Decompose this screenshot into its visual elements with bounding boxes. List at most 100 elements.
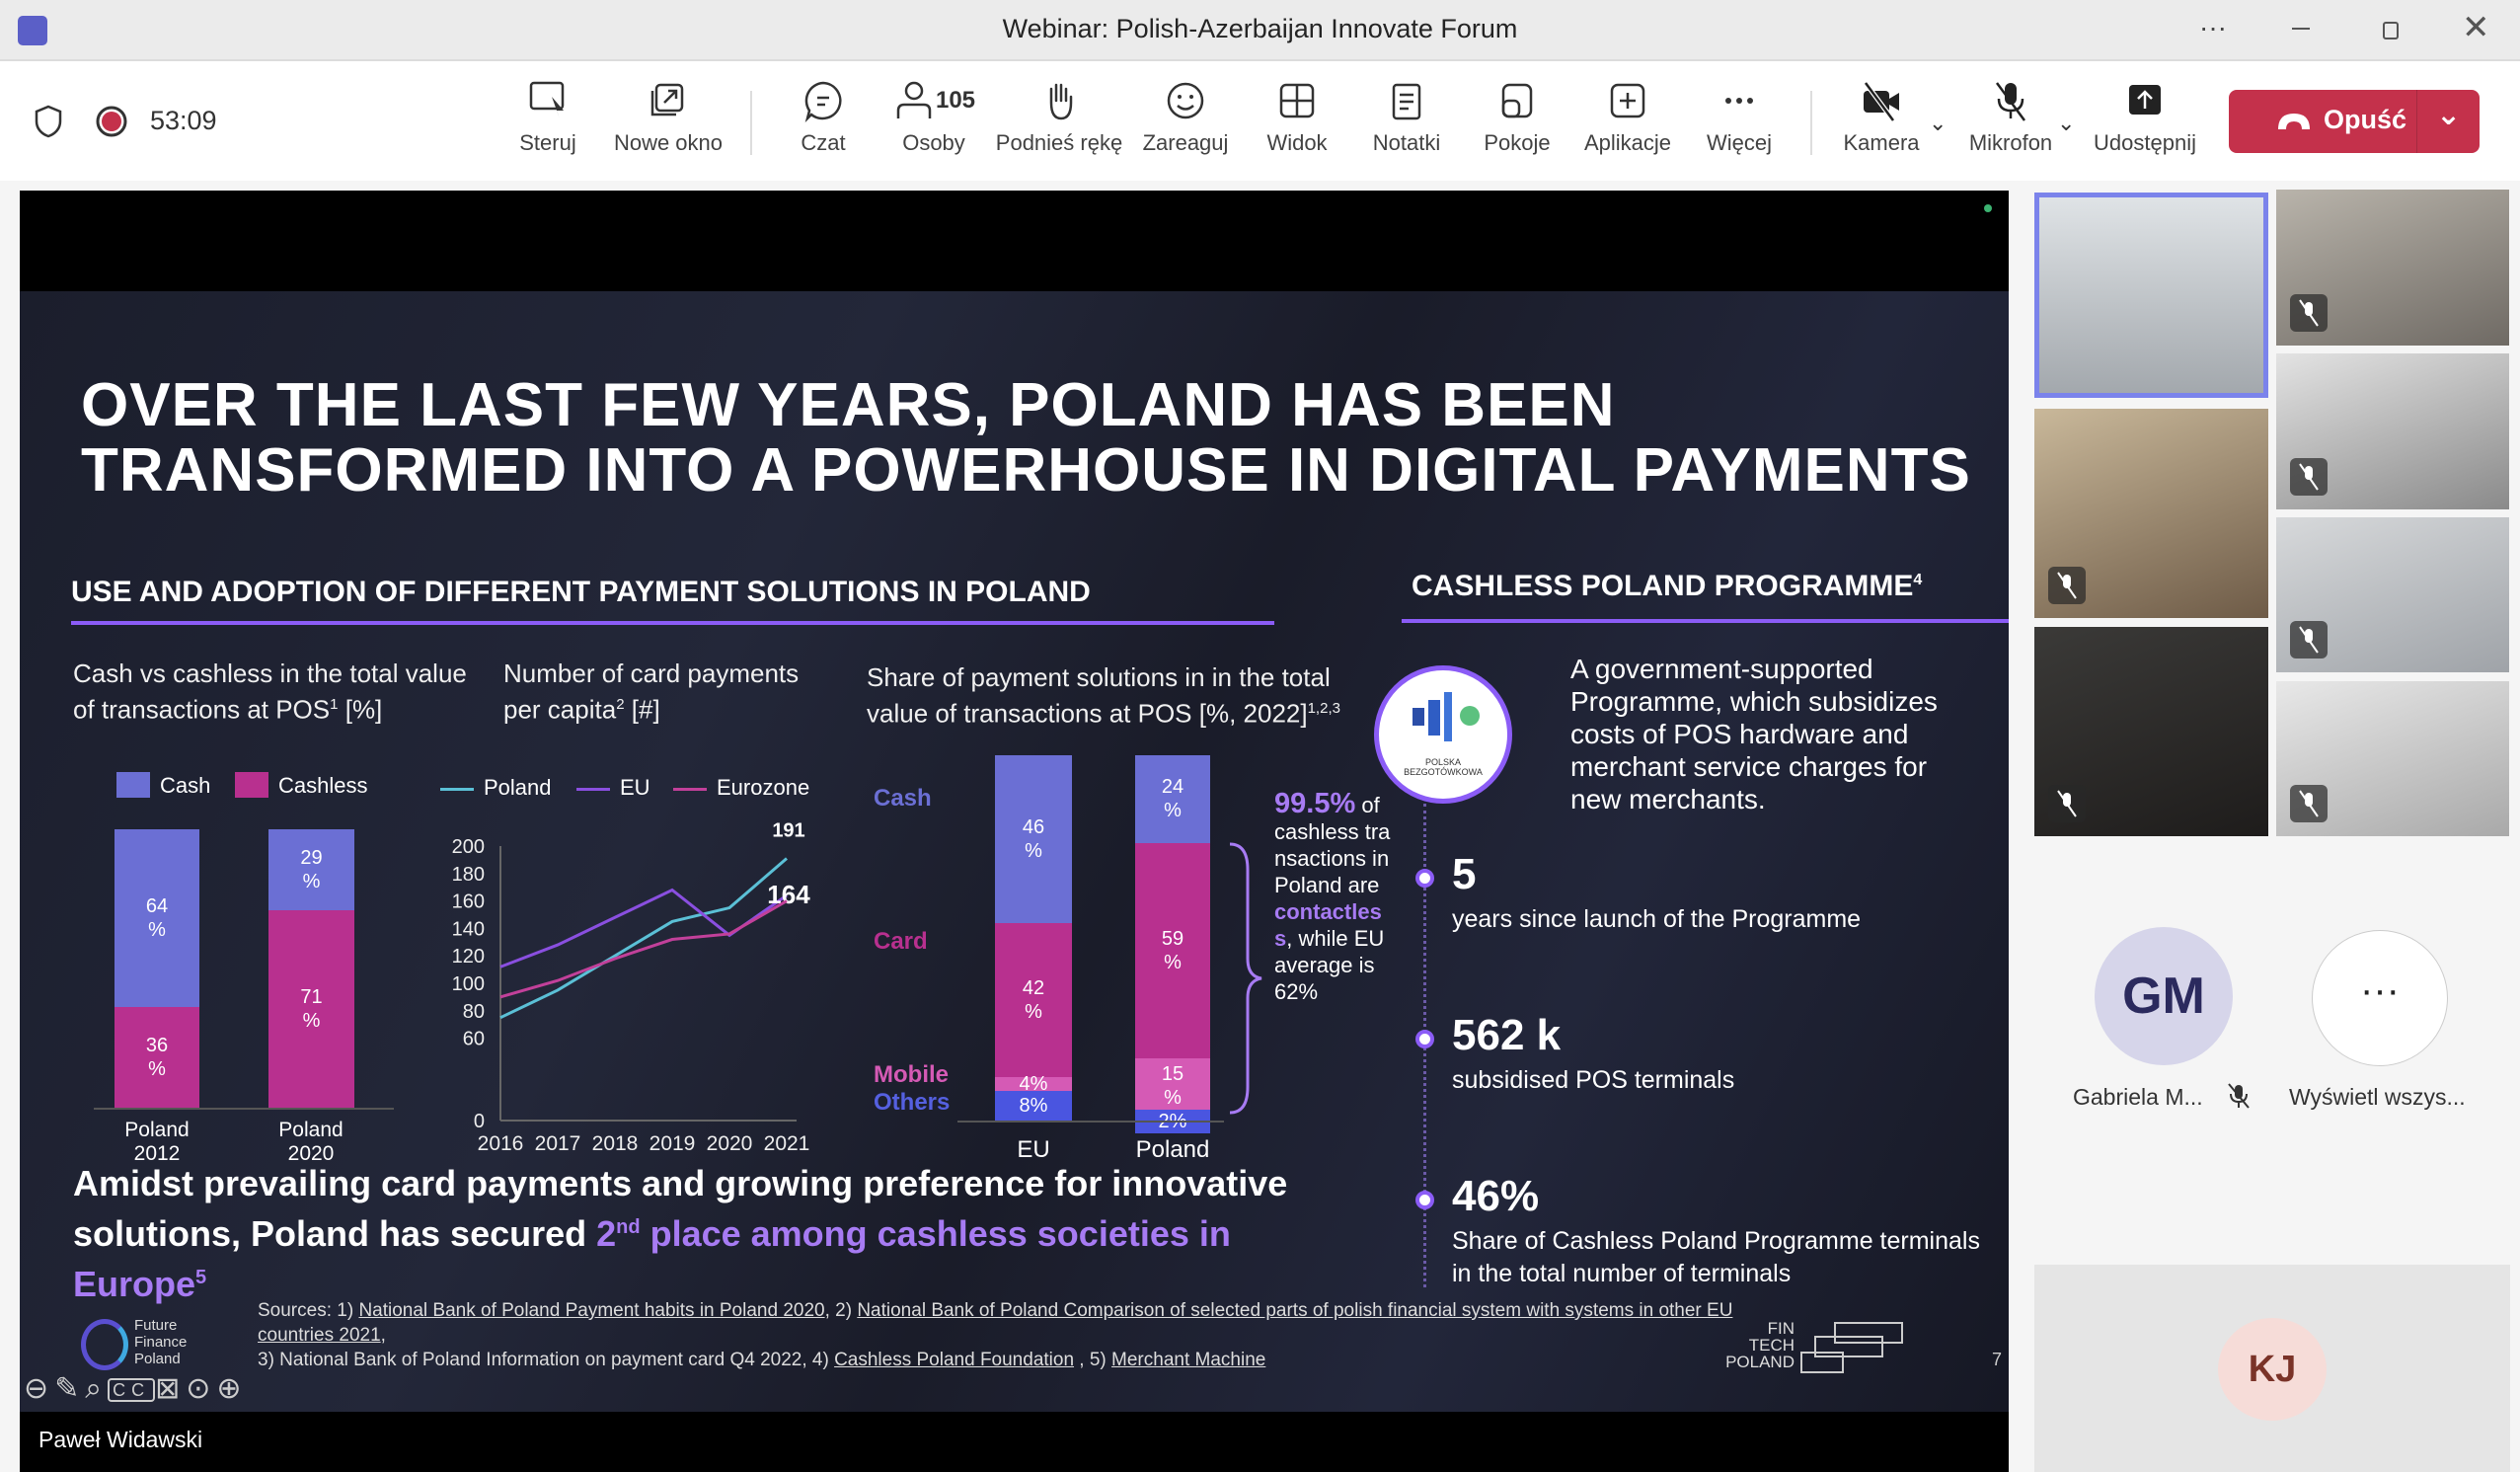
previous-slide-icon[interactable]: ⊖ — [24, 1372, 55, 1405]
participant-name-gm: Gabriela M... — [2073, 1084, 2203, 1110]
chart2-x-tick-label: 2019 — [649, 1132, 696, 1155]
chart3-baseline — [957, 1121, 1224, 1123]
video-tile[interactable] — [2276, 517, 2509, 672]
bar-segment-cashless-0 — [115, 1007, 199, 1108]
teams-logo-icon — [18, 16, 47, 45]
bar-segment-cash-1 — [1135, 755, 1210, 843]
pen-icon[interactable]: ✎ — [54, 1372, 86, 1405]
close-icon[interactable]: ✕ — [2462, 9, 2490, 46]
grid-icon — [1279, 83, 1315, 118]
chart2-y-tick-label: 160 — [452, 891, 485, 913]
leave-options-chevron-icon[interactable]: ⌄ — [2436, 99, 2462, 131]
conclusion-text: Amidst prevailing card payments and grow… — [73, 1163, 1288, 1304]
slide-title-line2: TRANSFORMED INTO A POWERHOUSE IN DIGITAL… — [81, 436, 1971, 504]
chart2-y-tick-label: 80 — [463, 1001, 485, 1023]
polska-bezgotowkowa-logo: POLSKA BEZGOTÓWKOWA — [1374, 665, 1512, 804]
share-button[interactable]: Udostępnij — [2081, 79, 2209, 156]
bar-data-label: 46 % — [1022, 816, 1045, 863]
chart2-x-tick-label: 2020 — [707, 1132, 753, 1155]
participants-panel: GM Gabriela M... ··· Wyświetl wszys... K… — [2019, 181, 2520, 1472]
bar-data-label: 42 % — [1022, 976, 1045, 1023]
camera-toggle-icon[interactable]: ⊠ — [155, 1372, 187, 1405]
bar-data-label: 29 % — [300, 846, 323, 892]
future-finance-poland-logo: Future Finance Poland — [81, 1315, 229, 1374]
pop-out-icon — [650, 83, 684, 116]
notes-button[interactable]: Notatki — [1342, 79, 1471, 156]
leave-button[interactable]: Opuść ⌄ — [2229, 90, 2480, 153]
muted-mic-icon — [2228, 1083, 2250, 1109]
video-tile-active-speaker[interactable] — [2034, 193, 2268, 398]
chart2-y-tick-label: 140 — [452, 918, 485, 940]
chat-button[interactable]: Czat — [759, 79, 887, 156]
minimize-icon[interactable] — [2292, 28, 2310, 30]
video-tile[interactable] — [2276, 681, 2509, 836]
microphone-options-chevron-icon[interactable]: ⌄ — [2057, 111, 2076, 135]
muted-mic-icon — [2290, 458, 2328, 496]
fintech-poland-logo: FIN TECH POLAND — [1725, 1318, 1923, 1377]
source-link-2[interactable]: National Bank of Poland Comparison of se… — [258, 1300, 1733, 1346]
chart2-data-label-poland: 191 — [772, 820, 804, 842]
chart2-title: Number of card payments per capita2 [#] — [503, 659, 800, 725]
leave-divider — [2416, 90, 2417, 153]
view-button[interactable]: Widok — [1233, 79, 1361, 156]
bar-data-label: 59 % — [1161, 927, 1184, 973]
chart2-data-label-eu: 164 — [767, 880, 810, 909]
chart2-y-tick-label: 120 — [452, 946, 485, 968]
more-button[interactable]: Więcej — [1675, 79, 1803, 156]
zoom-icon[interactable]: ⌕ — [85, 1372, 109, 1405]
captions-icon[interactable]: CC — [108, 1377, 156, 1402]
participant-tile-kj[interactable]: KJ — [2034, 1265, 2510, 1472]
toolbar-divider — [750, 91, 752, 155]
chart1-title: Cash vs cashless in the total value of t… — [73, 659, 467, 725]
new-window-button[interactable]: Nowe okno — [604, 79, 732, 156]
bar-data-label: 4% — [1019, 1073, 1048, 1095]
chart2-x-tick-label: 2021 — [764, 1132, 810, 1155]
stat-value-terminals: 562 k — [1452, 1011, 1562, 1059]
rooms-button[interactable]: Pokoje — [1453, 79, 1581, 156]
bar-segment-others-0 — [995, 1091, 1072, 1121]
recording-icon — [96, 106, 127, 137]
video-tile[interactable] — [2276, 353, 2509, 509]
participant-avatar-gm[interactable]: GM — [2095, 927, 2233, 1065]
title-bar: Webinar: Polish-Azerbaijan Innovate Foru… — [0, 0, 2520, 61]
control-button[interactable]: Steruj — [484, 79, 612, 156]
stat-value-years: 5 — [1452, 850, 1477, 898]
react-button[interactable]: Zareaguj — [1121, 79, 1250, 156]
restore-icon[interactable] — [2383, 22, 2399, 39]
raise-hand-button[interactable]: Podnieś rękę — [995, 79, 1123, 156]
people-button[interactable]: 105 Osoby — [870, 79, 998, 156]
more-options-icon[interactable]: ⊙ — [186, 1372, 217, 1405]
show-all-participants-label[interactable]: Wyświetl wszys... — [2289, 1084, 2466, 1110]
shield-icon — [35, 105, 62, 138]
bar-data-label: 64 % — [145, 895, 169, 942]
video-tile[interactable] — [2034, 409, 2268, 618]
rooms-icon — [1501, 83, 1533, 118]
meeting-toolbar: 53:09 Steruj Nowe okno Czat 105 Osoby Pod… — [0, 61, 2520, 181]
chart1-legend-cashless-swatch — [235, 772, 268, 798]
source-link-5[interactable]: Merchant Machine — [1111, 1350, 1266, 1370]
slide-title-line1: OVER THE LAST FEW YEARS, POLAND HAS BEEN — [81, 371, 1616, 439]
chart3-title: Share of payment solutions in in the tot… — [867, 662, 1340, 729]
video-tile[interactable] — [2034, 627, 2268, 836]
stat-label-terminals: subsidised POS terminals — [1452, 1066, 1735, 1094]
next-slide-icon[interactable]: ⊕ — [216, 1372, 248, 1405]
show-all-participants-button[interactable]: ··· — [2312, 930, 2448, 1066]
bar-data-label: 36 % — [145, 1035, 169, 1081]
chart2-legend-eu-line — [576, 788, 610, 791]
apps-button[interactable]: Aplikacje — [1564, 79, 1692, 156]
source-link-1[interactable]: National Bank of Poland Payment habits i… — [358, 1300, 825, 1321]
bar-data-label: 71 % — [300, 985, 323, 1032]
bar-segment-card-1 — [1135, 842, 1210, 1059]
more-options-icon[interactable]: ··· — [2199, 12, 2227, 42]
bar-segment-mobile-0 — [995, 1076, 1072, 1092]
video-tile[interactable] — [2276, 190, 2509, 346]
chat-icon — [804, 81, 842, 122]
shared-screen: OVER THE LAST FEW YEARS, POLAND HAS BEEN… — [20, 191, 2009, 1472]
stat-label-share: Share of Cashless Poland Programme termi… — [1452, 1227, 1980, 1287]
source-link-4[interactable]: Cashless Poland Foundation — [834, 1350, 1075, 1370]
chart1-baseline — [94, 1108, 394, 1110]
camera-button[interactable]: Kamera — [1817, 79, 1946, 156]
bar-data-label: 15 % — [1161, 1062, 1184, 1109]
microphone-button[interactable]: Mikrofon — [1947, 79, 2075, 156]
camera-options-chevron-icon[interactable]: ⌄ — [1929, 111, 1947, 135]
